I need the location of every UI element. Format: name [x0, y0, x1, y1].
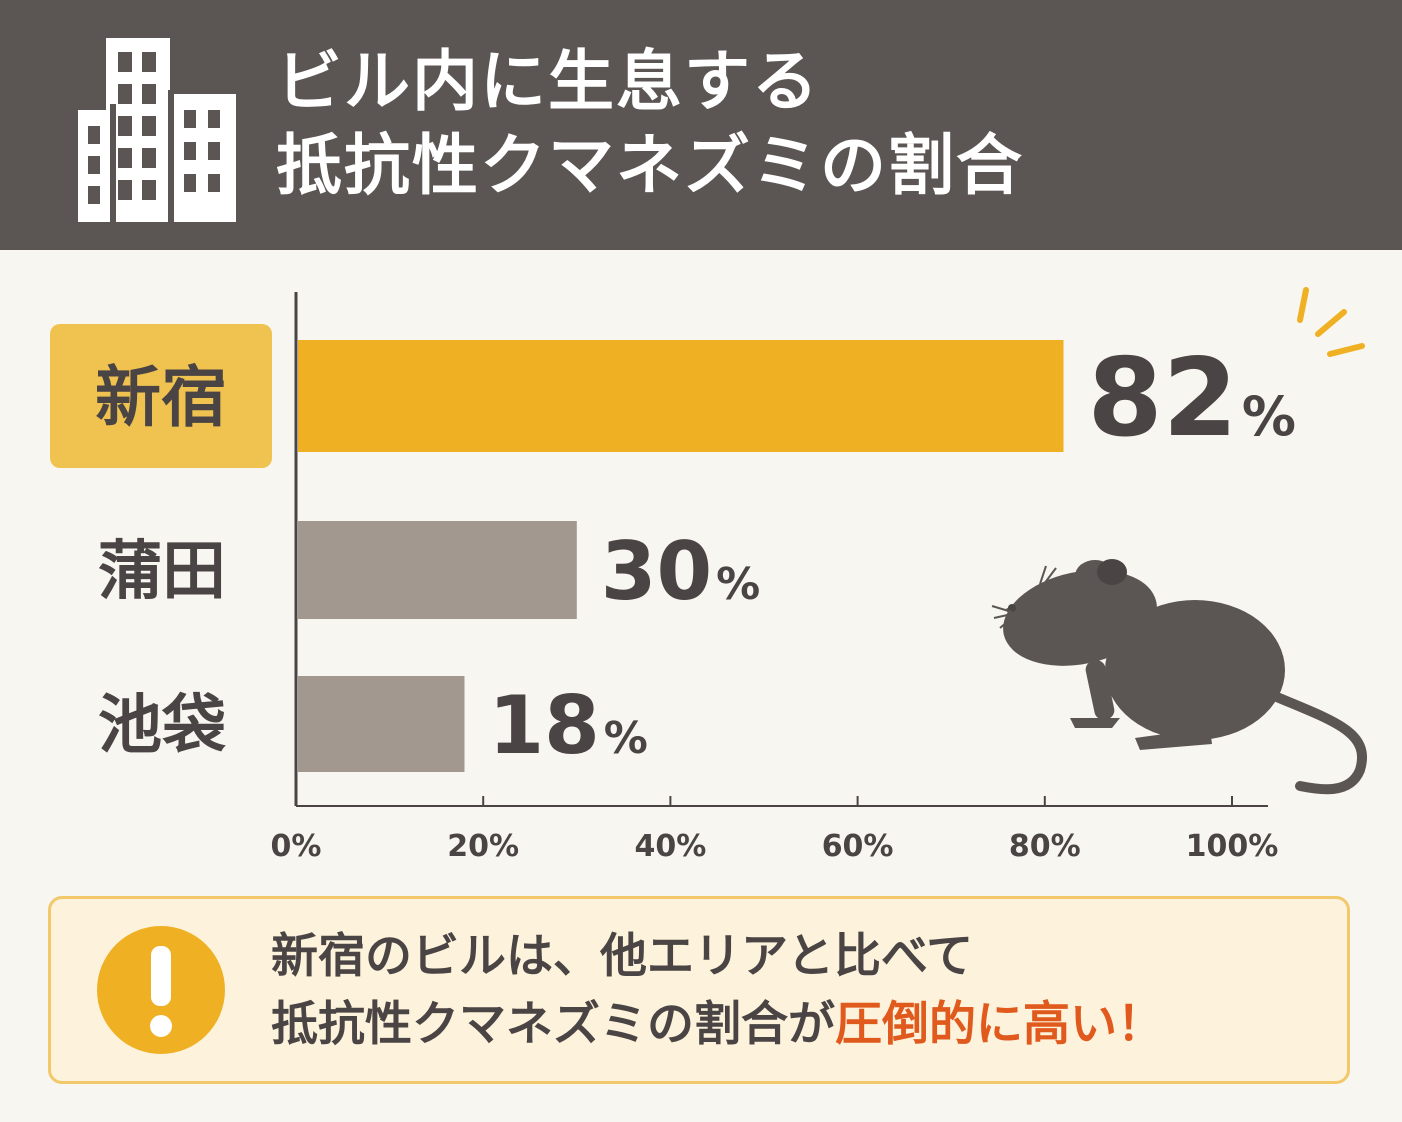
- value-number-1: 30: [601, 525, 712, 618]
- alert-line-1: 新宿のビルは、他エリアと比べて: [271, 929, 974, 984]
- value-unit-2: %: [604, 713, 648, 764]
- value-label-0: 82%: [1088, 336, 1296, 461]
- title-line-1: ビル内に生息する: [276, 43, 820, 120]
- bar-chart: 新宿 82% 蒲田 30% 池袋 18% 0% 20% 40% 60% 80% 100%: [50, 287, 1367, 864]
- value-number-2: 18: [488, 679, 599, 772]
- bar-0: [298, 340, 1064, 452]
- x-tick-label-1: 20%: [447, 829, 519, 864]
- x-tick-label-0: 0%: [271, 829, 322, 864]
- category-label-0: 新宿: [95, 359, 227, 436]
- value-unit-0: %: [1242, 385, 1296, 448]
- value-unit-1: %: [716, 559, 760, 610]
- exclamation-mark: [150, 946, 172, 1037]
- rat-silhouette-icon: [1003, 559, 1367, 795]
- page-title: ビル内に生息する 抵抗性クマネズミの割合: [276, 40, 1024, 208]
- emphasis-marks: [1297, 287, 1365, 357]
- category-label-2: 池袋: [98, 689, 226, 763]
- category-label-1: 蒲田: [98, 535, 226, 609]
- exclamation-icon: [97, 926, 225, 1054]
- alert-line-2-highlight: 圧倒的に高い！: [835, 997, 1164, 1052]
- x-tick-label-2: 40%: [634, 829, 706, 864]
- value-label-2: 18%: [488, 679, 647, 772]
- header-banner: ビル内に生息する 抵抗性クマネズミの割合: [0, 0, 1402, 250]
- value-number-0: 82: [1088, 336, 1238, 461]
- alert-line-2: 抵抗性クマネズミの割合が圧倒的に高い！: [271, 991, 1164, 1059]
- x-tick-label-4: 80%: [1009, 829, 1081, 864]
- rat-whiskers: [991, 565, 1057, 629]
- alert-message: 新宿のビルは、他エリアと比べて 抵抗性クマネズミの割合が圧倒的に高い！: [271, 923, 1164, 1059]
- alert-box: 新宿のビルは、他エリアと比べて 抵抗性クマネズミの割合が圧倒的に高い！: [48, 896, 1350, 1084]
- highlight-label-bg: [50, 324, 272, 468]
- x-tick-label-5: 100%: [1186, 829, 1279, 864]
- building-icon: [78, 38, 236, 222]
- x-tick-label-3: 60%: [822, 829, 894, 864]
- alert-line-2-normal: 抵抗性クマネズミの割合が: [271, 997, 835, 1052]
- bar-1: [298, 521, 577, 619]
- bar-2: [298, 676, 465, 772]
- value-label-1: 30%: [601, 525, 760, 618]
- title-line-2: 抵抗性クマネズミの割合: [276, 127, 1024, 204]
